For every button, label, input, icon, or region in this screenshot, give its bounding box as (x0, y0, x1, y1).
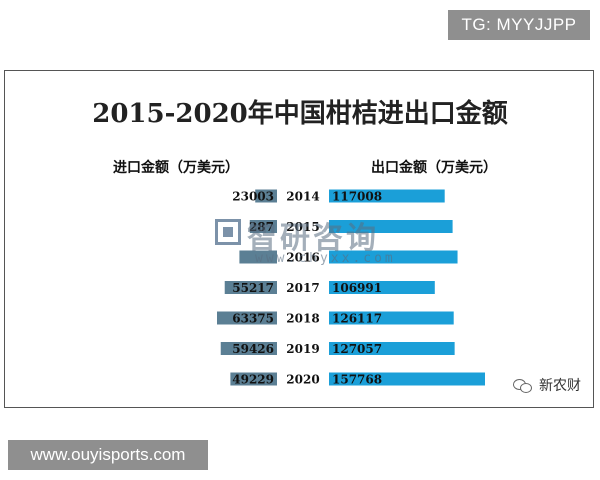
chart-frame: 2015-2020年中国柑桔进出口金额 进口金额（万美元） 出口金额（万美元） … (4, 70, 594, 408)
year-label-2019: 2019 (286, 342, 319, 356)
chart-title: 2015-2020年中国柑桔进出口金额 (92, 99, 508, 129)
import-bar-2016 (239, 250, 277, 264)
export-bar-2014 (329, 189, 445, 203)
brand-label: 新农财 (539, 378, 581, 394)
import-value-label-2014: 23003 (232, 190, 274, 204)
export-value-label-2017: 106991 (332, 281, 382, 295)
export-value-label-2020: 157768 (332, 373, 382, 387)
export-bar-2020 (329, 372, 485, 386)
export-bar-2019 (329, 342, 455, 355)
year-label-2016: 2016 (286, 251, 319, 265)
year-label-2018: 2018 (286, 312, 319, 326)
import-value-label-2019: 59426 (232, 342, 274, 356)
import-value-label-2015: 287 (249, 220, 274, 234)
export-bar-2018 (329, 311, 454, 325)
import-value-label-2020: 49229 (232, 373, 274, 387)
butterfly-bar-chart: 2014 23003 117008 2015 287 2016 2017 55217 10699… (217, 189, 485, 387)
export-value-label-2018: 126117 (332, 312, 382, 326)
import-bar-2019 (220, 342, 277, 355)
wechat-icon (513, 377, 533, 393)
export-column-label: 出口金额（万美元） (371, 160, 497, 176)
export-bar-2015 (329, 220, 453, 233)
import-bar-2018 (217, 311, 277, 325)
import-bar-2017 (224, 281, 277, 294)
import-column-label: 进口金额（万美元） (113, 160, 239, 176)
export-value-label-2019: 127057 (332, 342, 382, 356)
export-value-label-2014: 117008 (332, 190, 382, 204)
footer-url-badge: www.ouyisports.com (8, 440, 208, 470)
brand-mark: 新农财 (513, 375, 581, 395)
year-label-2017: 2017 (286, 281, 319, 295)
tg-badge: TG: MYYJJPP (448, 10, 590, 40)
import-value-label-2018: 63375 (232, 312, 274, 326)
year-label-2020: 2020 (286, 373, 319, 387)
import-bar-2014 (255, 189, 277, 203)
year-label-2015: 2015 (286, 220, 319, 234)
export-bar-2017 (329, 281, 435, 294)
import-bar-2015 (249, 220, 277, 233)
export-bar-2016 (329, 250, 458, 264)
import-value-label-2017: 55217 (232, 281, 274, 295)
import-bar-2020 (230, 372, 277, 386)
year-label-2014: 2014 (286, 190, 319, 204)
